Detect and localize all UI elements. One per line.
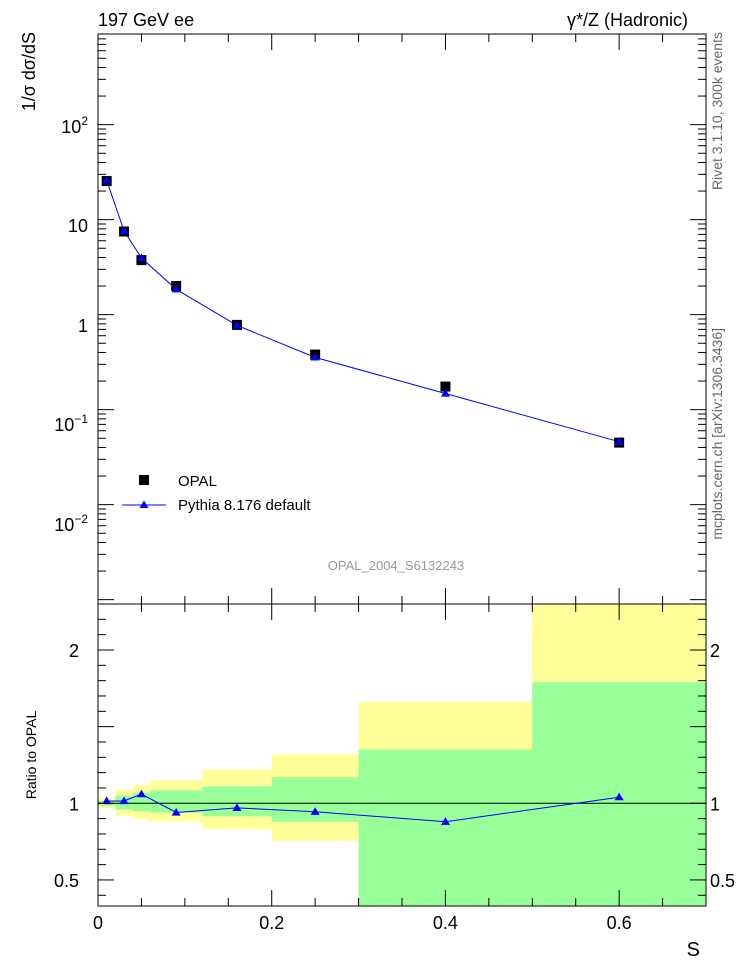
legend: OPAL Pythia 8.176 default [122, 473, 311, 514]
mc-point [440, 388, 450, 397]
ratio-mc-point [440, 817, 450, 825]
analysis-id: OPAL_2004_S6132243 [328, 558, 464, 573]
ratio-ytick-label-right: 2 [710, 641, 720, 661]
main-x-ticks [97, 34, 707, 604]
stat-uncertainty-band [202, 786, 272, 817]
ratio-x-ticks: 0 0.2 0.4 0.6 [93, 604, 707, 933]
mcplots-info: mcplots.cern.ch [arXiv:1306.3436] [709, 328, 725, 540]
legend-label-opal: OPAL [178, 473, 217, 490]
ratio-ytick-label-left: 2 [69, 641, 79, 661]
mc-series-line [106, 180, 620, 443]
data-markers [101, 176, 625, 448]
ytick-label-0.01: 10−2 [54, 512, 88, 535]
ratio-ytick-label-left: 0.5 [54, 871, 79, 891]
ratio-mc-point [614, 792, 624, 801]
legend-marker-opal [139, 475, 149, 485]
title-left: 197 GeV ee [98, 10, 194, 30]
mc-markers [102, 176, 624, 445]
stat-uncertainty-band [271, 777, 359, 822]
ratio-ytick-label-left: 1 [69, 794, 79, 814]
ratio-mc-point [119, 796, 129, 805]
xtick-label: 0 [93, 913, 103, 933]
ytick-label-100: 102 [61, 114, 88, 137]
legend-label-pythia: Pythia 8.176 default [178, 497, 311, 514]
mc-line [106, 180, 620, 443]
main-panel: 197 GeV ee γ*/Z (Hadronic) 1/σ dσ/dS 102… [19, 10, 707, 605]
ytick-label-1: 1 [78, 316, 88, 336]
ratio-ytick-label-right: 0.5 [710, 871, 735, 891]
ytick-label-0.1: 10−1 [54, 412, 88, 435]
ratio-ytick-label-right: 1 [710, 794, 720, 814]
ratio-y-axis-label: Ratio to OPAL [23, 711, 39, 800]
xtick-label: 0.4 [433, 913, 458, 933]
xtick-label: 0.2 [259, 913, 284, 933]
ratio-panel: 0.5 0.5 1 1 2 2 0 0.2 0.4 0.6 Ratio to OPAL S [23, 603, 735, 961]
mc-point [102, 176, 112, 184]
y-axis-label: 1/σ dσ/dS [19, 32, 39, 111]
ratio-mc-point [232, 803, 242, 812]
xtick-label: 0.6 [607, 913, 632, 933]
mc-point [136, 253, 146, 262]
rivet-info: Rivet 3.1.10, 300k events [709, 32, 725, 190]
ratio-mc-line [106, 793, 620, 823]
mc-point [171, 284, 181, 293]
ratio-mc-point [102, 796, 112, 805]
ytick-label-10: 10 [68, 216, 88, 236]
ratio-mc-line [106, 793, 620, 823]
ratio-mc-markers [102, 789, 624, 825]
stat-uncertainty-band [358, 749, 533, 906]
main-frame [97, 33, 707, 605]
ratio-mc-point [136, 789, 146, 798]
title-right: γ*/Z (Hadronic) [567, 10, 688, 30]
mc-point [119, 226, 129, 235]
main-y-ticks [98, 33, 706, 601]
x-axis-label: S [687, 939, 700, 961]
ratio-mc-point [310, 807, 320, 815]
ratio-y-ticks: 0.5 0.5 1 1 2 2 [54, 603, 735, 896]
ratio-bands [98, 604, 706, 906]
stat-uncertainty-band [150, 790, 203, 813]
data-point [440, 381, 451, 392]
mc-point [310, 352, 320, 361]
legend-marker-pythia [139, 500, 149, 508]
mc-point [232, 320, 242, 329]
mc-point [614, 437, 624, 445]
ratio-mc-point [171, 807, 181, 816]
